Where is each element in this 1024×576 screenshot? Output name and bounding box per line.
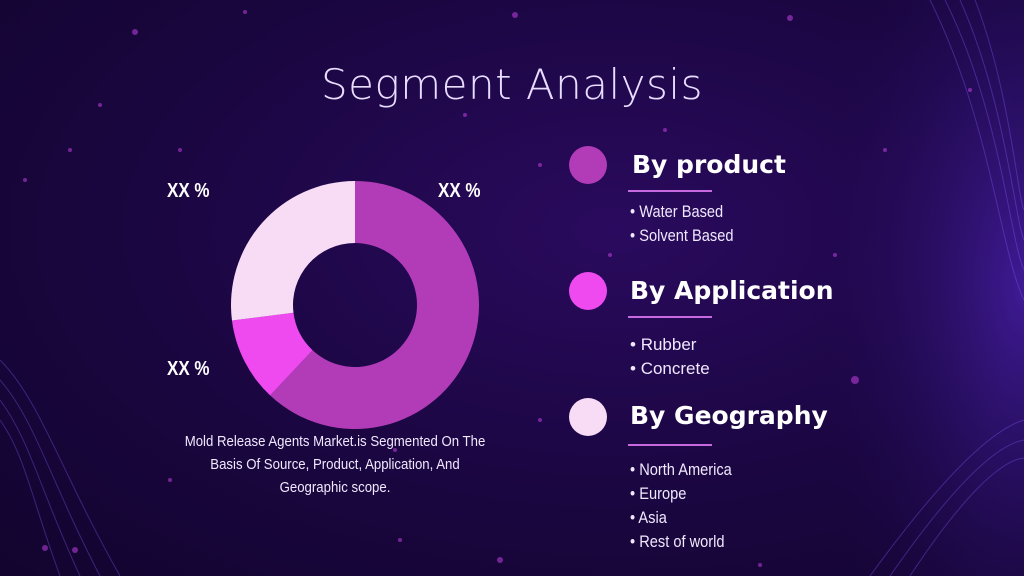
segment-application-list: Rubber Concrete	[630, 333, 710, 381]
list-item: Asia	[630, 506, 732, 530]
chart-caption: Mold Release Agents Market.is Segmented …	[184, 433, 486, 496]
segment-product-underline	[628, 190, 712, 192]
segment-geography-underline	[628, 444, 712, 446]
list-item: Water Based	[630, 200, 733, 224]
donut-chart	[231, 181, 480, 429]
page-title: Segment Analysis	[321, 60, 703, 109]
segment-product-list: Water Based Solvent Based	[630, 200, 750, 248]
donut-slice-2	[231, 312, 313, 396]
segment-application-underline	[628, 316, 712, 318]
segment-application-heading: By Application	[630, 276, 834, 305]
data-label-bottom-left: XX %	[167, 358, 210, 380]
segment-product-marker	[569, 146, 607, 184]
data-label-top-right: XX %	[438, 180, 481, 202]
segment-application-marker	[569, 272, 607, 310]
segment-geography-marker	[569, 398, 607, 436]
donut-slice-1	[270, 181, 480, 429]
segment-product-heading: By product	[632, 150, 786, 179]
list-item: Solvent Based	[630, 224, 733, 248]
donut-slice-3	[231, 181, 355, 321]
list-item: Concrete	[630, 357, 710, 381]
data-label-top-left: XX %	[167, 180, 210, 202]
list-item: Rest of world	[630, 530, 732, 554]
list-item: Europe	[630, 482, 732, 506]
segment-geography-list: North America Europe Asia Rest of world	[630, 458, 748, 554]
list-item: Rubber	[630, 333, 710, 357]
segment-geography-heading: By Geography	[630, 401, 828, 430]
list-item: North America	[630, 458, 732, 482]
